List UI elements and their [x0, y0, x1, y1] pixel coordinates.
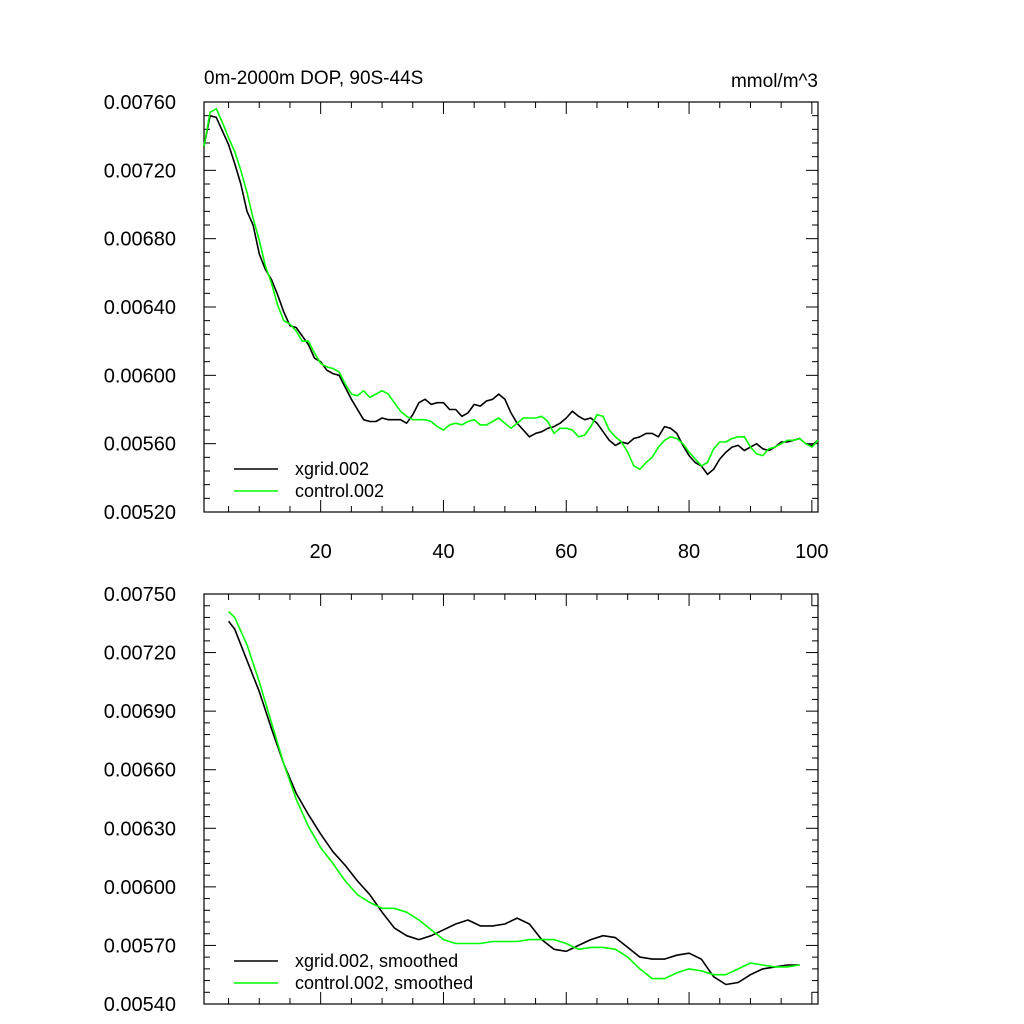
x-tick-label: 80: [678, 541, 700, 563]
y-tick-label: 0.00540: [104, 994, 176, 1016]
top-panel-title: 0m-2000m DOP, 90S-44S: [204, 68, 423, 89]
y-tick-label: 0.00680: [104, 229, 176, 251]
y-tick-label: 0.00630: [104, 818, 176, 840]
y-tick-label: 0.00570: [104, 935, 176, 957]
legend-label-xgrid: xgrid.002: [295, 459, 369, 479]
series-line-control-002: [203, 108, 819, 471]
legend-label-control-smoothed: control.002, smoothed: [295, 973, 473, 993]
legend-label-control: control.002: [295, 481, 384, 501]
series-line-control-002-smoothed: [228, 611, 800, 980]
y-tick-label: 0.00660: [104, 760, 176, 782]
top-panel: 0m-2000m DOP, 90S-44S mmol/m^3 0.005200.…: [104, 68, 829, 563]
y-tick-label: 0.00760: [104, 92, 176, 114]
top-panel-ticks: [204, 101, 818, 513]
x-tick-label: 40: [432, 541, 454, 563]
bottom-panel-series: [227, 611, 800, 986]
y-tick-label: 0.00560: [104, 434, 176, 456]
legend-label-xgrid-smoothed: xgrid.002, smoothed: [295, 951, 458, 971]
bottom-panel-y-tick-labels: 0.00540 0.00570 0.00600 0.00630 0.00660 0.006…: [104, 584, 176, 1016]
y-tick-label: 0.00720: [104, 643, 176, 665]
top-plot-frame: [203, 101, 819, 513]
y-tick-label: 0.00750: [104, 584, 176, 606]
x-tick-label: 20: [310, 541, 332, 563]
top-panel-x-tick-labels: 20 40 60 80 100: [310, 541, 829, 563]
y-tick-label: 0.00600: [104, 365, 176, 387]
bottom-panel-ticks: [204, 593, 818, 1005]
top-panel-units: mmol/m^3: [731, 71, 818, 92]
series-line-xgrid-002: [203, 114, 819, 476]
bottom-plot-frame: [203, 593, 819, 1005]
y-tick-label: 0.00720: [104, 160, 176, 182]
y-tick-label: 0.00600: [104, 877, 176, 899]
bottom-panel: 0.00540 0.00570 0.00600 0.00630 0.00660 0.006…: [104, 584, 819, 1016]
top-legend: xgrid.002 control.002: [234, 459, 384, 501]
top-panel-series: [203, 108, 819, 476]
y-tick-label: 0.00690: [104, 701, 176, 723]
top-panel-y-tick-labels: 0.00520 0.00560 0.00600 0.00640 0.00680 0.007…: [104, 92, 176, 524]
bottom-legend: xgrid.002, smoothed control.002, smoothe…: [234, 951, 473, 993]
x-tick-label: 100: [795, 541, 828, 563]
x-tick-label: 60: [555, 541, 577, 563]
y-tick-label: 0.00640: [104, 297, 176, 319]
y-tick-label: 0.00520: [104, 502, 176, 524]
series-line-xgrid-002-smoothed: [227, 620, 800, 986]
